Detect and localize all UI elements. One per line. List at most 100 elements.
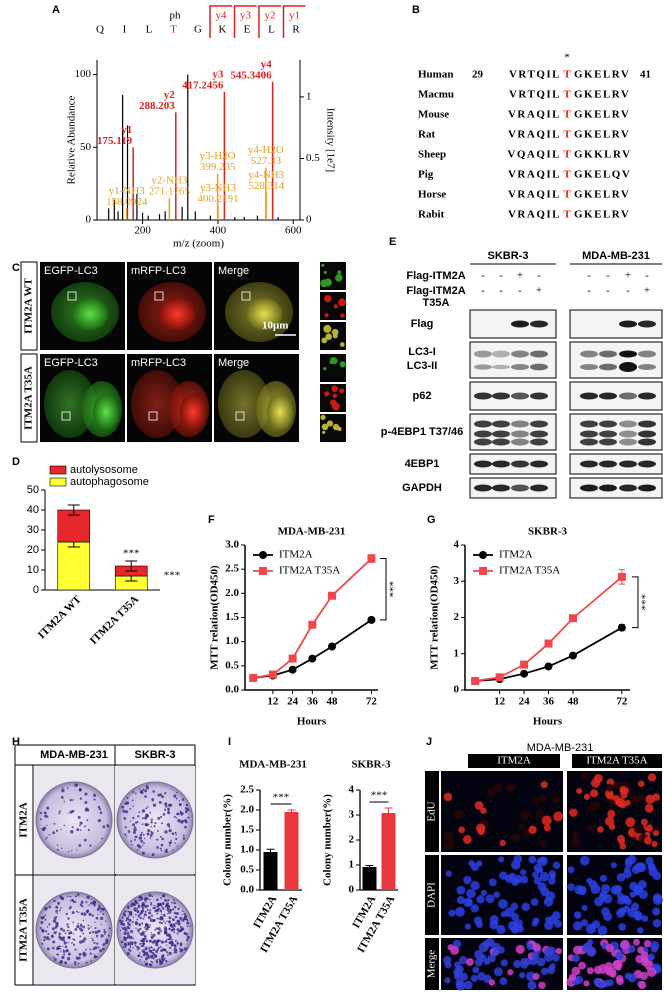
band (474, 438, 492, 446)
colony (64, 932, 67, 935)
puncta (323, 278, 332, 287)
nucleus (465, 957, 474, 966)
colony (149, 834, 153, 837)
sequence-after: GKELRV (574, 129, 630, 141)
cell (131, 370, 183, 438)
nucleus (500, 959, 508, 967)
colony (155, 927, 158, 930)
peak-mz: 288.203 (139, 100, 175, 112)
band (638, 364, 656, 370)
band (511, 438, 529, 446)
colony (74, 963, 77, 966)
cell-line: MDA-MB-231 (582, 250, 650, 262)
colony (129, 807, 132, 810)
colony (60, 927, 63, 931)
colony (150, 825, 152, 828)
colony (185, 933, 189, 936)
puncta (339, 361, 346, 368)
colony (122, 945, 125, 948)
nucleus (604, 789, 614, 799)
nucleus (532, 796, 540, 804)
colony (154, 929, 156, 931)
colony (160, 917, 164, 921)
nucleus (605, 943, 614, 953)
colony (163, 941, 166, 943)
nucleus (455, 978, 464, 987)
y-axis-label: Colony number(%) (222, 794, 234, 886)
colony (173, 900, 175, 902)
colony (153, 825, 156, 828)
colony (158, 907, 161, 910)
band (580, 430, 598, 438)
colony (158, 921, 161, 924)
sequence-before: VRTQIL (509, 69, 561, 81)
colony (86, 909, 90, 913)
marker (367, 615, 376, 624)
marker (328, 591, 337, 600)
colony (179, 917, 181, 920)
puncta (324, 391, 330, 397)
colony (119, 929, 122, 932)
colony (151, 940, 155, 944)
sign: - (537, 270, 541, 282)
significance: *** (273, 792, 290, 804)
colony (91, 914, 94, 917)
panel-letter: J (426, 736, 432, 748)
nucleus (644, 803, 654, 813)
row-label: DAPI (426, 882, 438, 908)
band (580, 460, 598, 468)
colony (65, 912, 68, 916)
nucleus (640, 818, 648, 826)
colony (102, 944, 105, 946)
blot-label: p62 (413, 390, 432, 402)
colony (60, 961, 63, 964)
nucleus (573, 911, 582, 919)
band (599, 430, 617, 438)
colony (60, 896, 64, 900)
nucleus (470, 904, 479, 913)
x-tick-label: 36 (307, 696, 319, 708)
y-tick-label: 1 (454, 647, 460, 659)
colony (147, 829, 151, 833)
colony (63, 941, 67, 945)
marker (308, 620, 317, 629)
nucleus (530, 951, 540, 960)
colony (40, 916, 43, 919)
colony (173, 901, 176, 905)
colony (145, 823, 148, 827)
colony (124, 910, 127, 913)
y-tick-label: 2.5 (225, 563, 239, 575)
colony (76, 893, 80, 896)
colony (105, 940, 109, 945)
colony (79, 829, 82, 831)
nucleus (476, 895, 485, 904)
band (492, 438, 510, 446)
x-tick-label: ITM2A WT (36, 593, 84, 641)
colony (156, 948, 159, 951)
colony (181, 819, 185, 823)
colony (135, 922, 138, 926)
nucleus (536, 957, 546, 967)
colony (53, 916, 57, 920)
colony (126, 796, 129, 799)
nucleus (533, 877, 542, 885)
x-axis-label: Hours (533, 716, 563, 728)
colony (63, 940, 66, 942)
colony (52, 919, 57, 923)
colony (150, 818, 153, 821)
colony (168, 910, 172, 914)
y-tick-label: 2.0 (225, 587, 239, 599)
nucleus (499, 977, 508, 985)
nucleus (500, 911, 507, 918)
colony (167, 899, 170, 902)
x-tick-label: 400 (210, 225, 227, 237)
y-tick-label: 0 (86, 214, 92, 226)
peak-label: y3 (212, 69, 224, 81)
colony (46, 824, 48, 826)
significance: *** (371, 790, 388, 802)
colony (142, 953, 146, 957)
ion-label: y2 (265, 10, 276, 22)
sequence-before: VQAQIL (507, 149, 561, 161)
colony (132, 823, 135, 827)
colony (68, 952, 71, 956)
